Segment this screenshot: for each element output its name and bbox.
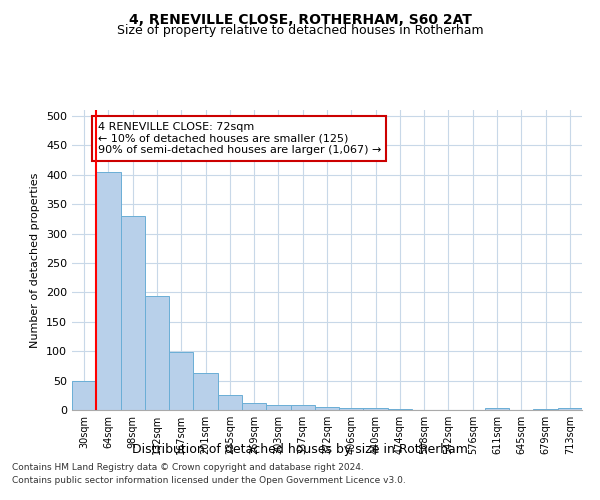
Bar — [266, 404, 290, 410]
Text: Contains public sector information licensed under the Open Government Licence v3: Contains public sector information licen… — [12, 476, 406, 485]
Bar — [290, 406, 315, 410]
Bar — [339, 408, 364, 410]
Bar — [72, 380, 96, 410]
Bar — [96, 172, 121, 410]
Bar — [388, 409, 412, 410]
Text: Contains HM Land Registry data © Crown copyright and database right 2024.: Contains HM Land Registry data © Crown c… — [12, 464, 364, 472]
Bar — [169, 352, 193, 410]
Bar — [485, 408, 509, 410]
Bar — [533, 409, 558, 410]
Text: 4, RENEVILLE CLOSE, ROTHERHAM, S60 2AT: 4, RENEVILLE CLOSE, ROTHERHAM, S60 2AT — [128, 12, 472, 26]
Text: 4 RENEVILLE CLOSE: 72sqm
← 10% of detached houses are smaller (125)
90% of semi-: 4 RENEVILLE CLOSE: 72sqm ← 10% of detach… — [97, 122, 381, 155]
Bar — [193, 373, 218, 410]
Bar — [121, 216, 145, 410]
Bar — [364, 408, 388, 410]
Bar — [242, 403, 266, 410]
Bar — [558, 408, 582, 410]
Bar — [315, 407, 339, 410]
Text: Size of property relative to detached houses in Rotherham: Size of property relative to detached ho… — [116, 24, 484, 37]
Bar — [218, 396, 242, 410]
Y-axis label: Number of detached properties: Number of detached properties — [31, 172, 40, 348]
Text: Distribution of detached houses by size in Rotherham: Distribution of detached houses by size … — [132, 442, 468, 456]
Bar — [145, 296, 169, 410]
